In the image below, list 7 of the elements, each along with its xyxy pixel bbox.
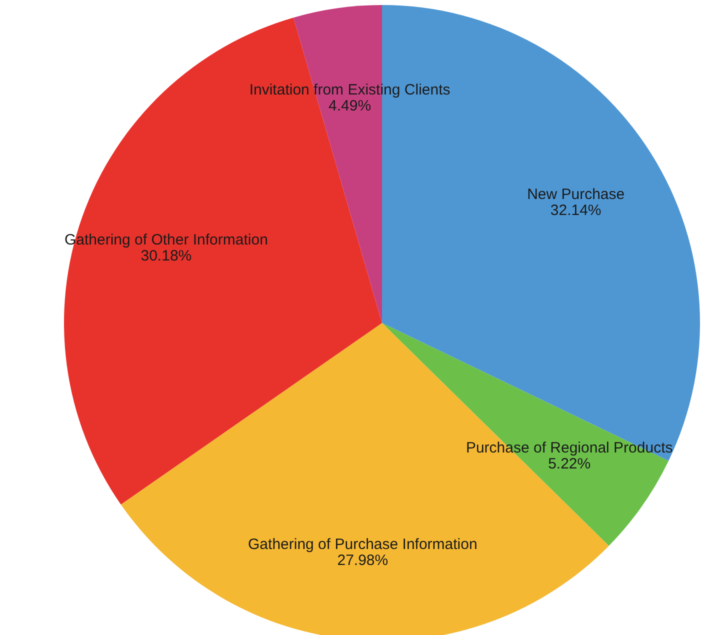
- data-label: 4.49%: [328, 97, 372, 114]
- data-label: 27.98%: [337, 552, 388, 570]
- data-label: 30.18%: [140, 248, 192, 264]
- slice-label: Gathering of Purchase Information: [248, 536, 478, 554]
- slice-label: New Purchase: [527, 186, 625, 204]
- data-label: 5.22%: [548, 456, 591, 473]
- data-label: 32.14%: [550, 202, 602, 220]
